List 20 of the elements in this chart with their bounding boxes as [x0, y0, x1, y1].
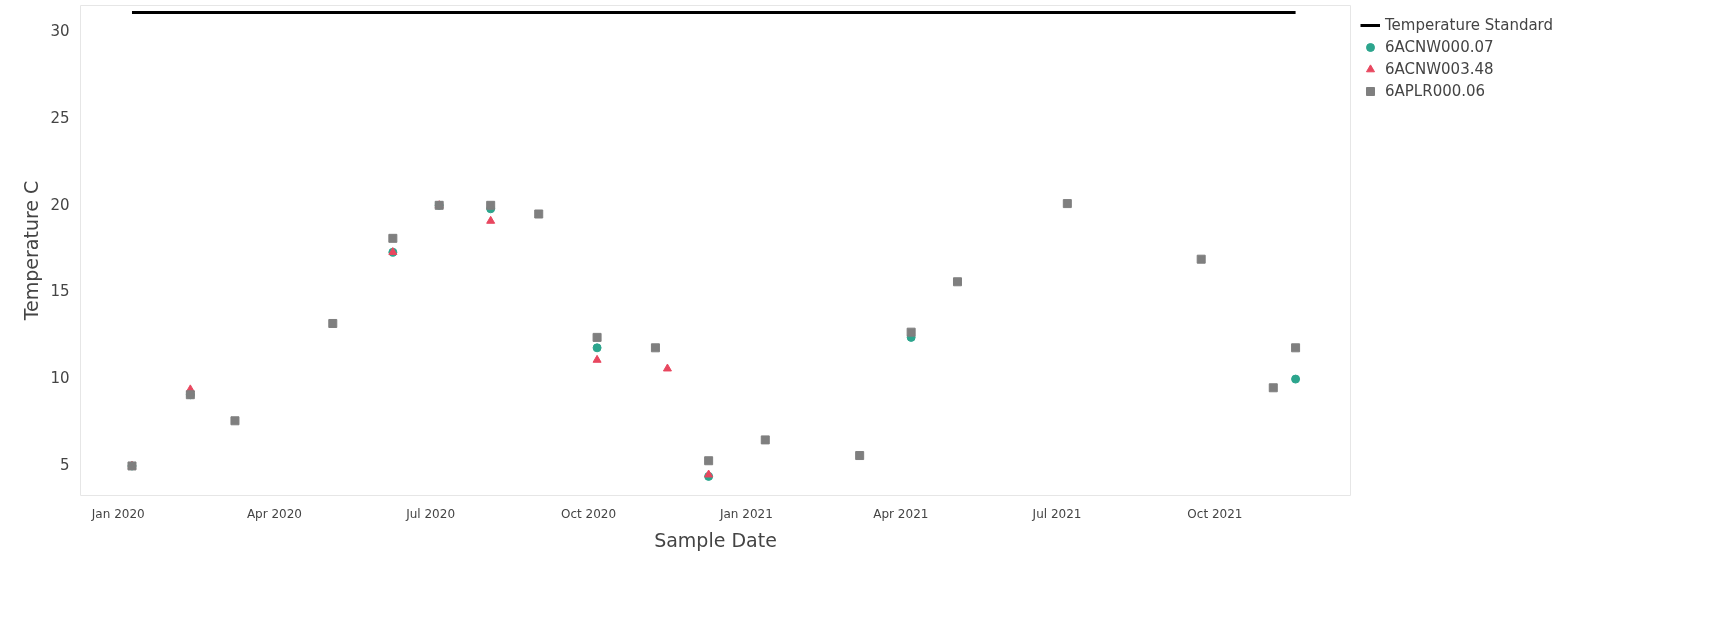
legend-label: 6ACNW000.07: [1385, 38, 1494, 56]
x-tick-label: Jan 2020: [90, 506, 145, 521]
y-tick-label: 10: [50, 369, 70, 388]
x-tick-label: Apr 2021: [873, 506, 929, 521]
y-tick-label: 30: [50, 21, 70, 40]
y-axis-title: Temperature C: [20, 180, 43, 322]
x-tick-label: Oct 2020: [560, 506, 617, 521]
y-tick-label: 5: [59, 456, 70, 475]
x-tick-label: Apr 2020: [246, 506, 302, 521]
x-tick-label: Jul 2021: [1031, 506, 1082, 521]
x-axis-title: Sample Date: [654, 528, 777, 551]
y-tick-label: 25: [50, 108, 70, 127]
legend-label: Temperature Standard: [1385, 16, 1554, 34]
y-tick-label: 20: [50, 195, 70, 214]
legend-label: 6APLR000.06: [1385, 82, 1486, 100]
y-tick-label: 15: [50, 282, 70, 301]
x-tick-label: Oct 2021: [1187, 506, 1243, 521]
x-tick-label: Jan 2021: [718, 506, 773, 521]
x-tick-label: Jul 2020: [405, 506, 456, 521]
legend-label: 6ACNW003.48: [1385, 60, 1494, 78]
